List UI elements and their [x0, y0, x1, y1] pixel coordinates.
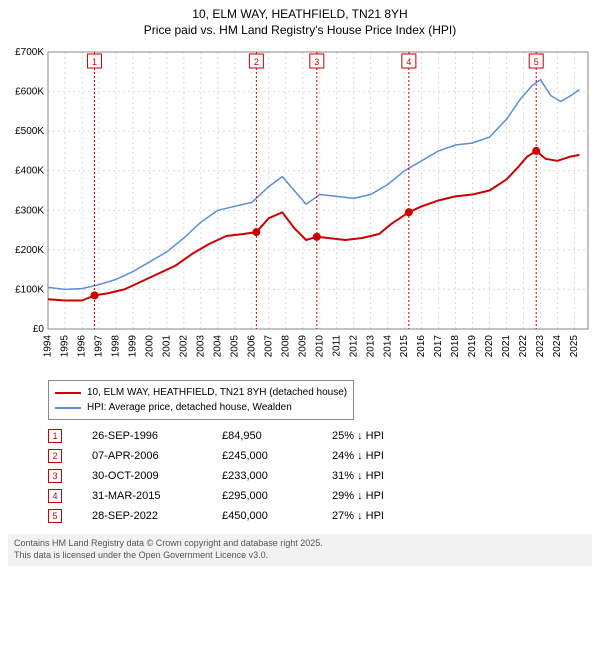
legend-row-hpi: HPI: Average price, detached house, Weal…	[55, 400, 347, 415]
svg-text:£600K: £600K	[15, 87, 44, 98]
sale-date: 31-MAR-2015	[92, 490, 192, 502]
legend-swatch	[55, 392, 81, 394]
svg-text:2021: 2021	[501, 335, 512, 358]
legend-label: 10, ELM WAY, HEATHFIELD, TN21 8YH (detac…	[87, 385, 347, 400]
svg-text:2020: 2020	[484, 335, 495, 358]
legend-row-property: 10, ELM WAY, HEATHFIELD, TN21 8YH (detac…	[55, 385, 347, 400]
svg-text:2002: 2002	[178, 335, 189, 358]
svg-text:3: 3	[314, 57, 319, 67]
legend-label: HPI: Average price, detached house, Weal…	[87, 400, 292, 415]
sale-marker-box: 4	[48, 489, 62, 503]
svg-text:2: 2	[254, 57, 259, 67]
svg-text:2018: 2018	[450, 335, 461, 358]
svg-text:£700K: £700K	[15, 47, 44, 58]
sales-row: 1 26-SEP-1996 £84,950 25% ↓ HPI	[48, 426, 592, 446]
svg-text:2015: 2015	[399, 335, 410, 358]
sale-diff: 29% ↓ HPI	[332, 490, 432, 502]
svg-text:2022: 2022	[518, 335, 529, 358]
sale-marker-box: 2	[48, 449, 62, 463]
svg-text:2004: 2004	[212, 335, 223, 358]
svg-text:5: 5	[534, 57, 539, 67]
svg-text:2024: 2024	[552, 335, 563, 358]
sale-diff: 31% ↓ HPI	[332, 470, 432, 482]
svg-text:2000: 2000	[145, 335, 156, 358]
svg-text:1998: 1998	[111, 335, 122, 358]
sale-diff: 25% ↓ HPI	[332, 430, 432, 442]
svg-text:1995: 1995	[60, 335, 71, 358]
svg-text:2025: 2025	[569, 335, 580, 358]
svg-text:2011: 2011	[331, 335, 342, 357]
sales-row: 5 28-SEP-2022 £450,000 27% ↓ HPI	[48, 506, 592, 526]
sale-diff: 27% ↓ HPI	[332, 510, 432, 522]
svg-text:£400K: £400K	[15, 166, 44, 177]
sales-row: 4 31-MAR-2015 £295,000 29% ↓ HPI	[48, 486, 592, 506]
sale-date: 28-SEP-2022	[92, 510, 192, 522]
svg-text:2001: 2001	[162, 335, 173, 358]
sale-price: £233,000	[222, 470, 302, 482]
sale-price: £450,000	[222, 510, 302, 522]
svg-text:£300K: £300K	[15, 206, 44, 217]
sales-row: 2 07-APR-2006 £245,000 24% ↓ HPI	[48, 446, 592, 466]
footer-line1: Contains HM Land Registry data © Crown c…	[14, 538, 586, 550]
sale-date: 26-SEP-1996	[92, 430, 192, 442]
footer-attribution: Contains HM Land Registry data © Crown c…	[8, 534, 592, 565]
svg-text:1994: 1994	[43, 335, 54, 358]
title-line2: Price paid vs. HM Land Registry's House …	[8, 22, 592, 38]
svg-text:2013: 2013	[365, 335, 376, 358]
svg-text:2017: 2017	[433, 335, 444, 358]
svg-text:2016: 2016	[416, 335, 427, 358]
svg-text:1996: 1996	[77, 335, 88, 358]
svg-text:1997: 1997	[94, 335, 105, 358]
sale-date: 07-APR-2006	[92, 450, 192, 462]
svg-text:2006: 2006	[246, 335, 257, 358]
sale-price: £245,000	[222, 450, 302, 462]
svg-text:4: 4	[406, 57, 411, 67]
chart-title-block: 10, ELM WAY, HEATHFIELD, TN21 8YH Price …	[8, 6, 592, 38]
sales-table: 1 26-SEP-1996 £84,950 25% ↓ HPI 2 07-APR-2006…	[48, 426, 592, 526]
svg-text:£200K: £200K	[15, 245, 44, 256]
sale-price: £295,000	[222, 490, 302, 502]
price-chart-svg: £0 £100K £200K £300K £400K £500K £600K £700K 199…	[8, 44, 592, 374]
svg-text:£100K: £100K	[15, 285, 44, 296]
sales-row: 3 30-OCT-2009 £233,000 31% ↓ HPI	[48, 466, 592, 486]
footer-line2: This data is licensed under the Open Gov…	[14, 550, 586, 562]
sale-diff: 24% ↓ HPI	[332, 450, 432, 462]
svg-text:£0: £0	[33, 324, 45, 335]
svg-text:2019: 2019	[467, 335, 478, 358]
svg-text:2007: 2007	[263, 335, 274, 358]
svg-text:1999: 1999	[128, 335, 139, 358]
svg-text:2003: 2003	[195, 335, 206, 358]
sale-marker-box: 1	[48, 429, 62, 443]
svg-text:2023: 2023	[535, 335, 546, 358]
sale-price: £84,950	[222, 430, 302, 442]
svg-text:2005: 2005	[229, 335, 240, 358]
svg-text:2014: 2014	[382, 335, 393, 358]
sale-date: 30-OCT-2009	[92, 470, 192, 482]
svg-text:2012: 2012	[348, 335, 359, 358]
svg-text:2009: 2009	[297, 335, 308, 358]
chart-area: £0 £100K £200K £300K £400K £500K £600K £700K 199…	[8, 44, 592, 374]
svg-text:1: 1	[92, 57, 97, 67]
legend-swatch	[55, 407, 81, 409]
sale-marker-box: 3	[48, 469, 62, 483]
sale-marker-box: 5	[48, 509, 62, 523]
chart-legend: 10, ELM WAY, HEATHFIELD, TN21 8YH (detac…	[48, 380, 354, 420]
title-line1: 10, ELM WAY, HEATHFIELD, TN21 8YH	[8, 6, 592, 22]
svg-text:2010: 2010	[314, 335, 325, 358]
svg-text:£500K: £500K	[15, 127, 44, 138]
svg-text:2008: 2008	[280, 335, 291, 358]
